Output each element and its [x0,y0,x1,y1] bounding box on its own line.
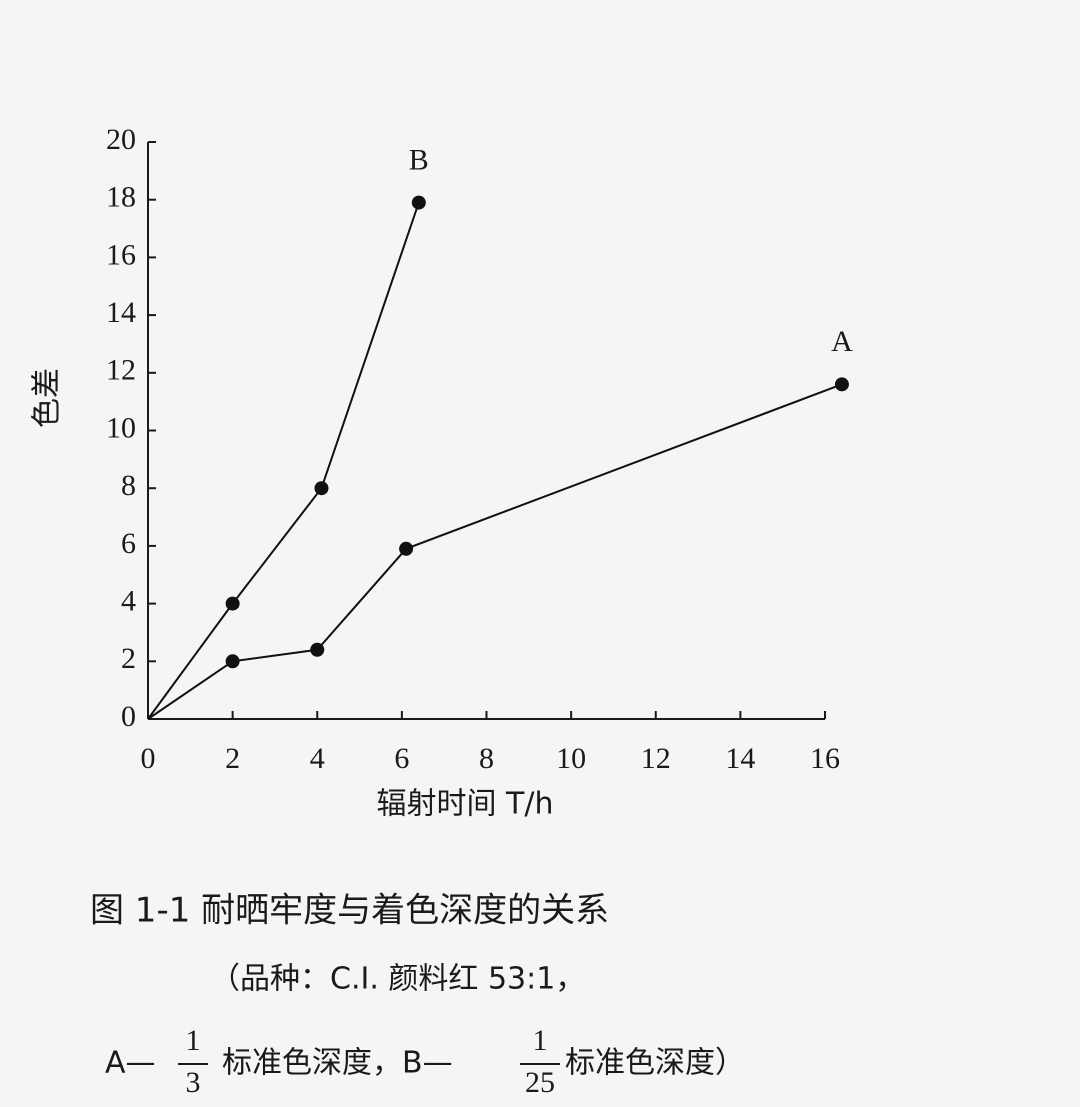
y-tick-label: 10 [106,411,136,444]
data-point [225,654,240,669]
fraction-numerator: 1 [533,1024,548,1057]
y-tick-label: 6 [121,527,136,560]
caption-note: A— [105,1046,156,1081]
caption-title: 图 1-1 耐晒牢度与着色深度的关系 [90,891,609,931]
y-tick-label: 12 [106,354,136,387]
data-point [225,596,240,611]
y-tick-label: 2 [121,642,136,675]
y-tick-label: 0 [121,700,136,733]
caption-note: 标准色深度） [565,1046,745,1081]
series-label: B [409,143,429,176]
y-tick-label: 4 [121,584,136,617]
x-tick-label: 6 [394,742,409,775]
y-tick-label: 20 [106,123,136,156]
series-line [147,202,420,720]
y-tick-label: 16 [106,238,136,271]
y-tick-label: 18 [106,181,136,214]
series-line [147,383,843,720]
caption-note: 标准色深度，B— [222,1046,453,1081]
fraction-numerator: 1 [186,1024,201,1057]
y-tick-label: 8 [121,469,136,502]
x-tick-label: 0 [141,742,156,775]
x-axis-label: 辐射时间 T/h [377,787,554,822]
y-tick-label: 14 [106,296,136,329]
data-point [411,195,426,210]
data-point [314,481,329,496]
caption-note: （品种：C.I. 颜料红 53:1， [210,962,585,997]
x-tick-label: 16 [810,742,840,775]
x-tick-label: 10 [556,742,586,775]
data-point [310,642,325,657]
x-tick-label: 8 [479,742,494,775]
x-tick-label: 14 [725,742,755,775]
x-tick-label: 2 [225,742,240,775]
x-tick-label: 12 [641,742,671,775]
y-axis-label: 色差 [30,368,65,428]
fraction-denominator: 3 [186,1066,201,1099]
data-point [399,541,414,556]
fraction-denominator: 25 [525,1066,555,1099]
data-point [834,377,849,392]
x-tick-label: 4 [310,742,325,775]
series-label: A [831,325,853,358]
